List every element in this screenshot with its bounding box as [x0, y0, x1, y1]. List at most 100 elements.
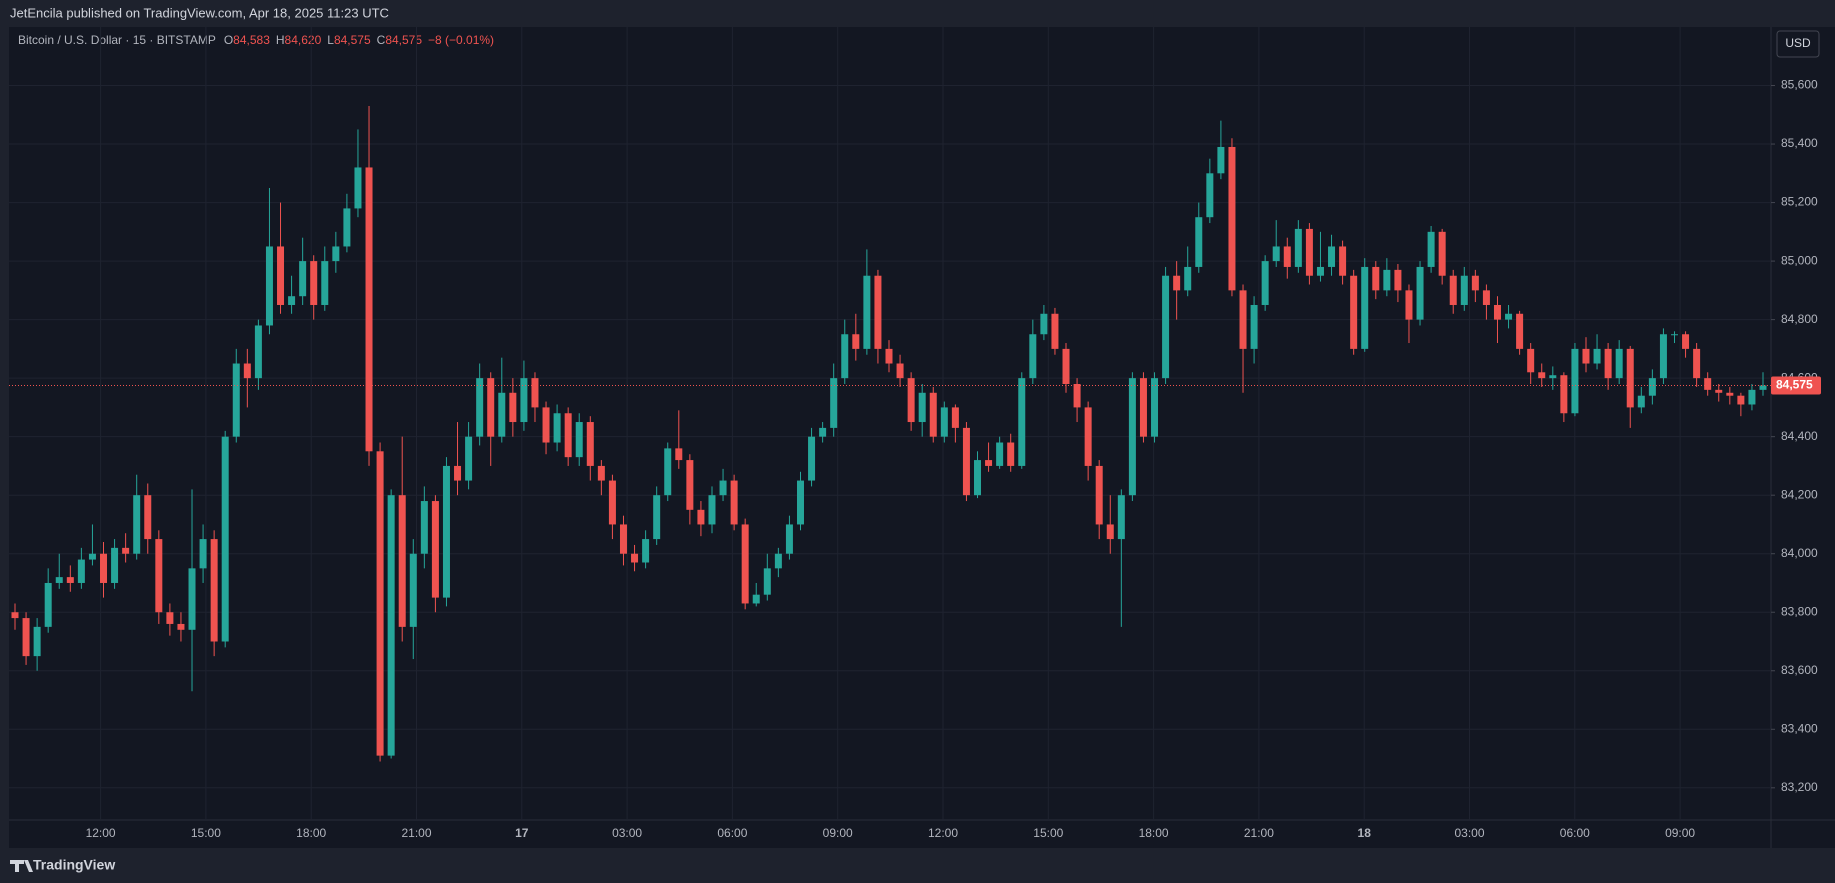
- candle-body: [1339, 246, 1347, 276]
- candle-body: [487, 378, 495, 437]
- candle-body: [1062, 348, 1070, 384]
- candle-body: [830, 378, 838, 428]
- legend-key: L: [327, 33, 334, 47]
- candle-body: [1449, 275, 1457, 305]
- candle-body: [44, 582, 52, 627]
- y-tick-label: 83,400: [1781, 721, 1818, 735]
- candle-body: [553, 413, 561, 443]
- y-tick-label: 84,400: [1781, 429, 1818, 443]
- candle-body: [442, 465, 450, 598]
- candle-body: [66, 577, 74, 583]
- legend-key: H: [276, 33, 285, 47]
- candle-body: [564, 413, 572, 458]
- candle-body: [1106, 524, 1114, 540]
- candle-body: [498, 392, 506, 437]
- candle-body: [1637, 395, 1645, 408]
- x-tick-label: 21:00: [1244, 826, 1274, 840]
- candle-body: [1239, 290, 1247, 349]
- candle-body: [188, 568, 196, 630]
- candle-body: [940, 407, 948, 437]
- last-price-box: [1771, 376, 1821, 395]
- chart-area: [9, 27, 1835, 848]
- candle-body: [1693, 348, 1701, 379]
- y-tick-label: 84,800: [1781, 312, 1818, 326]
- candle-body: [177, 623, 185, 630]
- ohlc-legend: O 84,583 H 84,620 L 84,575 C 84,575 −8 (−0.01%): [224, 33, 494, 47]
- candle-body: [77, 559, 85, 583]
- x-tick-label: 18: [1358, 826, 1372, 840]
- candle-body: [33, 626, 41, 657]
- candle-body: [1604, 348, 1612, 379]
- candle-body: [985, 460, 993, 466]
- candle-body: [277, 246, 285, 305]
- brand-logo: [10, 860, 33, 872]
- candle-body: [1516, 313, 1524, 349]
- candle-body: [1261, 261, 1269, 305]
- candle-body: [852, 334, 860, 349]
- y-tick-label: 85,600: [1781, 78, 1818, 92]
- candle-body: [1195, 217, 1203, 267]
- candle-body: [1128, 378, 1136, 496]
- candle-body: [664, 448, 672, 496]
- candle-body: [476, 378, 484, 437]
- legend-change: −8 (−0.01%): [428, 33, 494, 47]
- candle-body: [1051, 313, 1059, 349]
- candle-body: [1018, 378, 1026, 466]
- candle-body: [243, 363, 251, 379]
- candle-body: [1538, 372, 1546, 379]
- candle-body: [1682, 334, 1690, 349]
- candle-body: [1416, 266, 1424, 320]
- candle-body: [1283, 246, 1291, 267]
- x-tick-label: 09:00: [823, 826, 853, 840]
- candle-body: [531, 378, 539, 408]
- candle-body: [265, 246, 273, 326]
- candle-body: [398, 495, 406, 627]
- y-tick-label: 85,200: [1781, 195, 1818, 209]
- candle-body: [431, 501, 439, 598]
- candle-body: [885, 348, 893, 364]
- candle-body: [1206, 173, 1214, 218]
- candle-body: [608, 480, 616, 525]
- candle-body: [819, 427, 827, 437]
- candle-body: [387, 495, 395, 756]
- candle-body: [1139, 378, 1147, 437]
- x-tick-label: 03:00: [612, 826, 642, 840]
- currency-label[interactable]: USD: [1785, 36, 1811, 50]
- candle-body: [1737, 395, 1745, 405]
- candle-body: [1173, 275, 1181, 291]
- x-tick-label: 03:00: [1454, 826, 1484, 840]
- candle-body: [343, 208, 351, 247]
- candle-body: [11, 612, 19, 619]
- last-price-label: 84,575: [1776, 378, 1813, 392]
- candle-body: [1040, 313, 1048, 335]
- candle-body: [1438, 231, 1446, 276]
- candle-body: [808, 436, 816, 481]
- candle-body: [1117, 495, 1125, 540]
- candle-body: [1316, 266, 1324, 276]
- candle-body: [863, 275, 871, 349]
- candle-body: [1305, 228, 1313, 276]
- symbol-title: Bitcoin / U.S. Dollar · 15 · BITSTAMP: [18, 33, 216, 47]
- candle-body: [1073, 383, 1081, 408]
- candle-body: [1372, 266, 1380, 291]
- candle-body: [1272, 246, 1280, 262]
- candle-body: [1505, 313, 1513, 320]
- candle-body: [520, 378, 528, 423]
- candle-body: [597, 465, 605, 481]
- candle-body: [1383, 269, 1391, 291]
- candle-body: [874, 275, 882, 349]
- legend-value: 84,620: [285, 33, 322, 47]
- candle-body: [586, 422, 594, 466]
- candle-body: [1659, 334, 1667, 379]
- candle-body: [1670, 334, 1678, 336]
- candle-body: [199, 539, 207, 569]
- y-tick-label: 85,000: [1781, 253, 1818, 267]
- candle-body: [310, 261, 318, 305]
- candle-body: [232, 363, 240, 437]
- y-tick-label: 85,400: [1781, 136, 1818, 150]
- candle-body: [1726, 392, 1734, 396]
- candle-body: [454, 465, 462, 481]
- currency-button[interactable]: [1776, 30, 1820, 58]
